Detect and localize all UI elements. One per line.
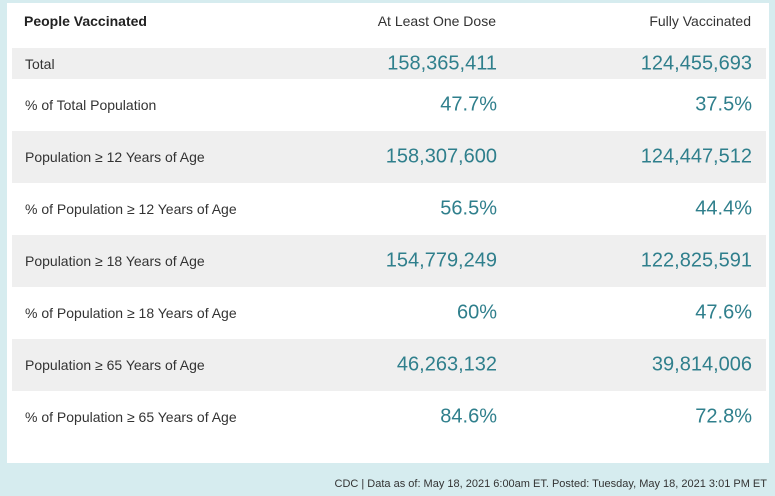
- row-label: Population ≥ 18 Years of Age: [25, 253, 205, 269]
- row-label: Population ≥ 65 Years of Age: [25, 357, 205, 373]
- table-row: % of Population ≥ 12 Years of Age 56.5% …: [12, 183, 766, 235]
- at-least-one-dose-value: 46,263,132: [396, 353, 497, 376]
- table-row: % of Population ≥ 18 Years of Age 60% 47…: [12, 287, 766, 339]
- row-label: Total: [25, 55, 55, 72]
- at-least-one-dose-value: 56.5%: [440, 197, 497, 220]
- at-least-one-dose-value: 60%: [456, 301, 497, 324]
- table-row: % of Total Population 47.7% 37.5%: [12, 79, 766, 131]
- fully-vaccinated-value: 39,814,006: [651, 353, 752, 376]
- table-row: Population ≥ 18 Years of Age 154,779,249…: [12, 235, 766, 287]
- at-least-one-dose-value: 47.7%: [440, 93, 497, 116]
- table-header: People Vaccinated At Least One Dose Full…: [11, 3, 765, 48]
- row-label: Population ≥ 12 Years of Age: [25, 149, 205, 165]
- table-row: Population ≥ 12 Years of Age 158,307,600…: [12, 131, 766, 183]
- table-row: Population ≥ 65 Years of Age 46,263,132 …: [12, 339, 766, 391]
- fully-vaccinated-value: 72.8%: [695, 405, 752, 428]
- data-source-footer: CDC | Data as of: May 18, 2021 6:00am ET…: [334, 478, 768, 490]
- fully-vaccinated-value: 124,455,693: [640, 52, 752, 74]
- at-least-one-dose-value: 158,307,600: [385, 145, 497, 168]
- fully-vaccinated-value: 37.5%: [695, 93, 752, 116]
- row-label: % of Population ≥ 65 Years of Age: [25, 409, 237, 425]
- row-label: % of Population ≥ 18 Years of Age: [25, 305, 237, 321]
- table-body: Total 158,365,411 124,455,693 % of Total…: [12, 48, 766, 443]
- at-least-one-dose-value: 154,779,249: [385, 249, 497, 272]
- row-label: % of Population ≥ 12 Years of Age: [25, 201, 237, 217]
- vaccination-table-card: People Vaccinated At Least One Dose Full…: [7, 3, 769, 463]
- at-least-one-dose-value: 84.6%: [440, 405, 497, 428]
- header-at-least-one-dose: At Least One Dose: [377, 13, 496, 29]
- row-label: % of Total Population: [25, 97, 157, 113]
- fully-vaccinated-value: 44.4%: [695, 197, 752, 220]
- header-fully-vaccinated: Fully Vaccinated: [649, 13, 751, 29]
- fully-vaccinated-value: 124,447,512: [640, 145, 752, 168]
- fully-vaccinated-value: 122,825,591: [640, 249, 752, 272]
- header-people-vaccinated: People Vaccinated: [24, 13, 147, 29]
- fully-vaccinated-value: 47.6%: [695, 301, 752, 324]
- at-least-one-dose-value: 158,365,411: [387, 52, 497, 74]
- table-row: % of Population ≥ 65 Years of Age 84.6% …: [12, 391, 766, 443]
- table-row: Total 158,365,411 124,455,693: [12, 48, 766, 79]
